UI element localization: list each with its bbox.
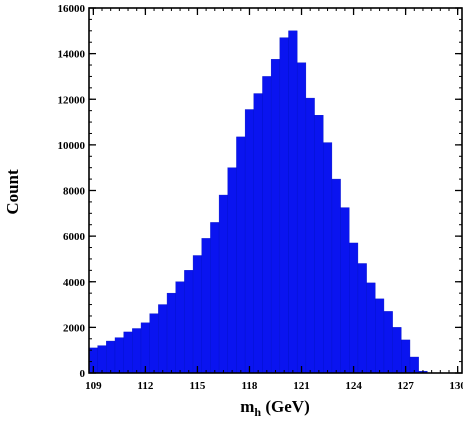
y-tick-label: 4000 (63, 277, 86, 289)
x-tick-label: 115 (189, 380, 205, 392)
histogram-bar (184, 270, 194, 374)
histogram-bar (383, 311, 393, 374)
histogram-bar (132, 328, 142, 374)
histogram-bar (270, 59, 281, 374)
histogram-bar (392, 327, 402, 374)
y-tick-label: 2000 (63, 322, 86, 334)
histogram-bar (262, 76, 272, 374)
histogram-bar (331, 178, 341, 374)
histogram-bar (97, 345, 107, 374)
histogram-bar (296, 62, 307, 374)
histogram-bar (366, 282, 376, 374)
histogram-bar (323, 142, 333, 374)
axes-group: 109 112 115 118 121 124 127 130 0 2000 4000 6000 800… (58, 3, 463, 392)
x-axis-title-main: m (240, 397, 254, 416)
y-tick-label: 0 (80, 368, 86, 380)
histogram-bar (279, 37, 289, 374)
histogram-bar (140, 322, 150, 374)
histogram-bar (149, 313, 159, 374)
y-tick-label: 10000 (58, 140, 86, 152)
histogram-bar (357, 263, 367, 374)
histogram-bar (158, 304, 168, 374)
histogram-bar (244, 109, 255, 374)
histogram-bar (236, 136, 246, 374)
y-axis-title: Count (3, 169, 22, 215)
histogram-bar (201, 238, 211, 374)
y-tick-label: 8000 (63, 186, 86, 198)
histogram-bar (114, 337, 124, 374)
bars-group (88, 30, 428, 374)
histogram-bar (375, 298, 385, 374)
histogram-bar (314, 115, 324, 374)
x-tick-label: 124 (345, 380, 362, 392)
histogram-bar (175, 281, 185, 374)
x-tick-label: 130 (449, 380, 463, 392)
x-axis-title-unit: (GeV) (261, 397, 310, 416)
x-axis-title-sub: h (254, 405, 261, 419)
histogram-bar (253, 93, 263, 374)
histogram-bar (106, 340, 116, 374)
histogram-bar (210, 222, 220, 374)
histogram-bar (305, 97, 315, 374)
histogram-bar (349, 242, 359, 374)
y-tick-label: 14000 (58, 49, 86, 61)
histogram-bar (288, 30, 298, 374)
histogram-bar (227, 167, 237, 374)
y-tick-label: 16000 (58, 3, 86, 15)
x-tick-label: 121 (293, 380, 310, 392)
x-tick-label: 118 (242, 380, 258, 392)
histogram-bar (166, 292, 176, 374)
histogram-bar (123, 331, 133, 374)
x-axis-title: mh (GeV) (240, 397, 309, 419)
x-tick-label: 112 (137, 380, 153, 392)
histogram-bar (192, 255, 202, 374)
y-tick-label: 6000 (63, 231, 86, 243)
x-tick-label: 127 (397, 380, 414, 392)
histogram-bar (218, 194, 228, 374)
histogram-bar (340, 207, 350, 374)
x-tick-label: 109 (85, 380, 102, 392)
y-tick-label: 12000 (58, 94, 86, 106)
